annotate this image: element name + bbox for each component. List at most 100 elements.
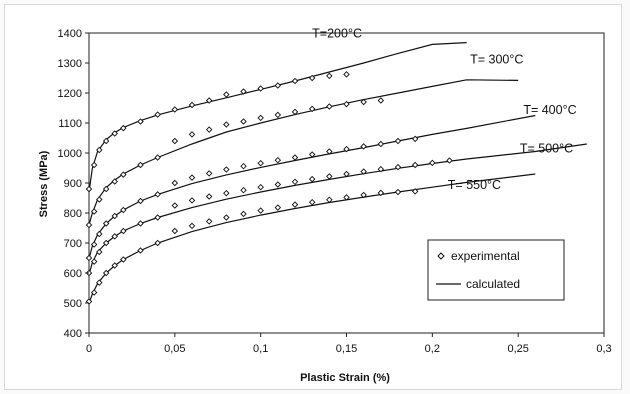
experimental-point: [111, 233, 118, 240]
experimental-point: [171, 106, 179, 113]
experimental-point: [377, 165, 385, 173]
experimental-point: [377, 189, 385, 197]
x-tick-label: 0,3: [596, 343, 611, 355]
experimental-point: [308, 175, 316, 183]
x-tick-label: 0,05: [164, 343, 185, 355]
experimental-point: [188, 174, 196, 181]
experimental-point: [120, 227, 127, 235]
calculated-line-2: [88, 114, 536, 259]
experimental-point: [326, 148, 333, 155]
experimental-point: [137, 197, 144, 205]
experimental-point: [205, 193, 213, 200]
experimental-point: [111, 212, 118, 220]
experimental-point: [90, 208, 98, 215]
experimental-point: [343, 100, 350, 108]
experimental-point: [120, 256, 127, 263]
x-tick-label: 0,15: [336, 343, 357, 355]
series-label-3: T= 500°C: [520, 141, 573, 155]
experimental-point: [291, 108, 299, 116]
y-axis-title: Stress (MPa): [38, 150, 50, 217]
experimental-point: [96, 146, 103, 154]
experimental-point: [102, 239, 110, 247]
experimental-point: [120, 206, 127, 214]
experimental-point: [274, 204, 282, 211]
y-axis-ticks: 400 500 600 700 800 900 1000 1100 1200 1300 1400: [58, 28, 89, 340]
experimental-point: [343, 71, 350, 78]
experimental-point: [90, 241, 98, 248]
experimental-point: [96, 248, 103, 256]
experimental-point: [308, 105, 316, 113]
experimental-point: [240, 88, 247, 95]
y-tick-label: 1200: [58, 88, 82, 100]
experimental-point: [154, 154, 161, 161]
experimental-point: [223, 121, 230, 128]
experimental-point: [326, 173, 333, 180]
y-tick-label: 600: [64, 268, 82, 280]
experimental-point: [360, 191, 367, 199]
x-tick-label: 0: [86, 343, 92, 355]
y-tick-label: 400: [64, 328, 82, 340]
x-tick-label: 0,2: [425, 343, 440, 355]
series-label-0: T=200°C: [312, 27, 362, 41]
experimental-point: [257, 114, 264, 122]
experimental-point: [120, 124, 127, 132]
experimental-point: [188, 222, 196, 230]
experimental-point: [154, 239, 161, 247]
legend-experimental-label: experimental: [451, 249, 520, 263]
experimental-point: [205, 126, 213, 133]
experimental-point: [411, 161, 419, 169]
x-axis-ticks: 0 0,05 0,1 0,15 0,2 0,25 0,3: [86, 333, 612, 355]
experimental-point: [102, 269, 110, 277]
x-tick-label: 0,25: [507, 343, 528, 355]
experimental-point: [360, 98, 367, 106]
experimental-point: [394, 188, 402, 196]
x-axis-title: Plastic Strain (%): [300, 372, 390, 384]
experimental-point: [171, 179, 179, 187]
y-tick-label: 800: [64, 208, 82, 220]
experimental-point: [343, 170, 350, 178]
experimental-point: [154, 191, 161, 198]
experimental-point: [85, 221, 93, 229]
experimental-points: [85, 71, 453, 305]
legend-experimental-marker: [437, 252, 445, 260]
y-tick-label: 900: [64, 178, 82, 190]
experimental-point: [446, 157, 453, 164]
experimental-point: [96, 279, 103, 286]
y-tick-label: 700: [64, 238, 82, 250]
experimental-point: [102, 137, 110, 145]
experimental-point: [394, 137, 402, 145]
experimental-point: [411, 188, 419, 195]
experimental-point: [137, 118, 144, 125]
experimental-point: [96, 196, 103, 203]
experimental-point: [102, 185, 110, 193]
series-label-4: T= 550°C: [448, 178, 501, 192]
experimental-point: [205, 218, 213, 225]
experimental-point: [360, 168, 367, 175]
experimental-point: [429, 159, 436, 167]
x-tick-label: 0,1: [253, 343, 268, 355]
experimental-point: [326, 196, 333, 204]
experimental-point: [102, 220, 110, 227]
experimental-point: [205, 170, 213, 177]
experimental-point: [240, 118, 247, 125]
experimental-point: [257, 159, 264, 167]
experimental-point: [90, 161, 98, 169]
experimental-point: [171, 137, 179, 145]
experimental-point: [257, 85, 264, 92]
experimental-point: [308, 151, 316, 158]
experimental-point: [360, 143, 367, 150]
experimental-point: [137, 161, 144, 169]
experimental-point: [291, 154, 299, 161]
experimental-point: [111, 178, 118, 185]
experimental-point: [257, 207, 264, 214]
experimental-point: [171, 202, 179, 209]
experimental-point: [223, 214, 230, 221]
experimental-point: [188, 131, 196, 138]
experimental-point: [171, 227, 179, 235]
experimental-point: [240, 186, 247, 194]
series-label-1: T= 300°C: [470, 53, 523, 67]
experimental-point: [291, 77, 299, 85]
y-tick-label: 1000: [58, 148, 82, 160]
experimental-point: [274, 111, 282, 119]
experimental-point: [240, 162, 247, 170]
